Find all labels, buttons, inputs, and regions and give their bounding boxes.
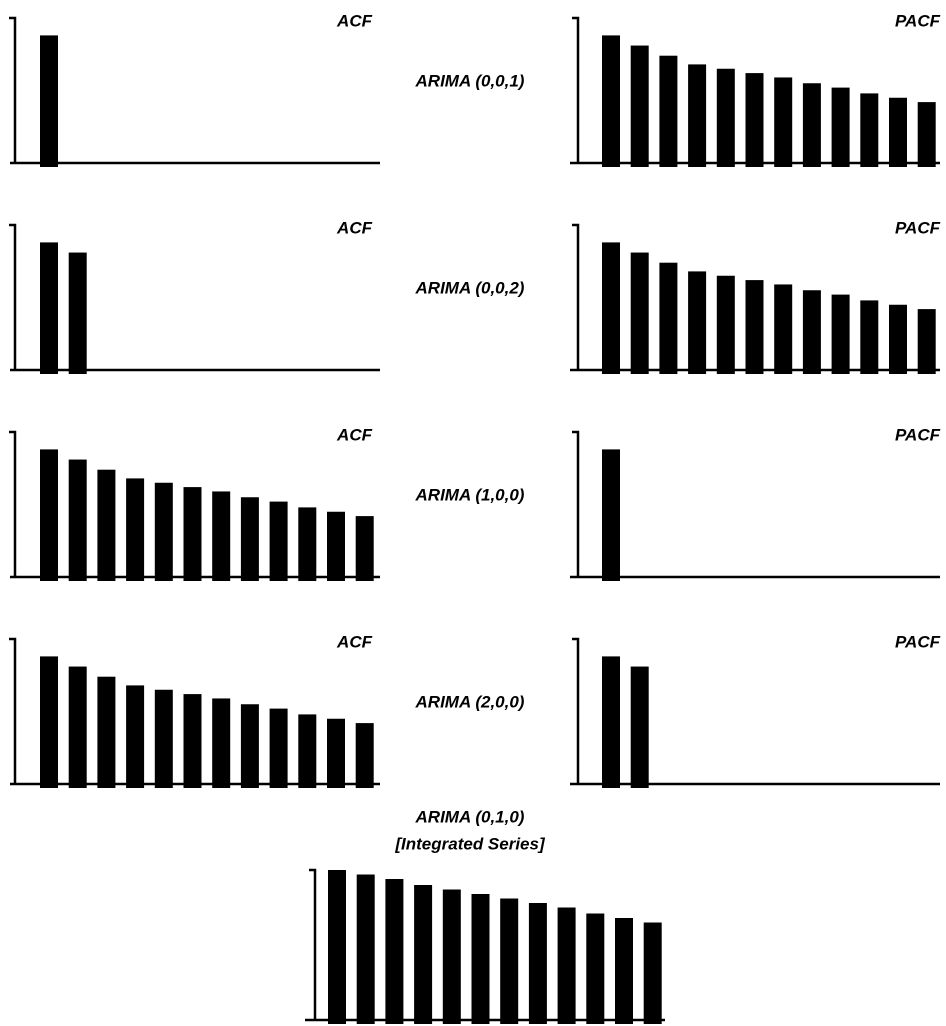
bar [831, 87, 850, 167]
bar [716, 275, 735, 374]
bar [328, 870, 346, 1024]
row-label: ARIMA (0,0,1) [415, 71, 525, 90]
chart-title: ACF [336, 218, 373, 237]
bar [240, 704, 259, 788]
bar [355, 516, 374, 581]
bar [356, 874, 375, 1024]
bar [183, 694, 202, 788]
bar [298, 507, 317, 581]
bar [774, 284, 793, 374]
bar [889, 304, 907, 374]
bar [97, 676, 116, 788]
bar [212, 491, 231, 581]
chart-title: PACF [895, 218, 941, 237]
bar [602, 242, 620, 374]
bar [831, 294, 850, 374]
bar [557, 907, 576, 1024]
bar [97, 469, 116, 581]
bar [630, 666, 649, 788]
bar [154, 689, 173, 788]
bar [269, 501, 288, 581]
bar [154, 482, 173, 581]
bar [68, 252, 87, 374]
bar [385, 879, 404, 1024]
chart-title: PACF [895, 632, 941, 651]
bar [528, 903, 547, 1024]
bar [40, 35, 58, 168]
bar [327, 718, 345, 788]
bar [615, 918, 633, 1024]
bar [126, 685, 145, 788]
bar [745, 73, 764, 167]
bar [745, 280, 764, 374]
chart-title: ACF [336, 632, 373, 651]
chart-title: ACF [336, 11, 373, 30]
bar [212, 698, 231, 788]
bar [183, 487, 202, 581]
bar [40, 242, 58, 374]
axis [570, 637, 940, 786]
bar [774, 77, 793, 167]
chart-title: PACF [895, 11, 941, 30]
bar [659, 262, 678, 374]
bar [442, 889, 461, 1024]
bar [471, 894, 490, 1024]
bar [889, 97, 907, 167]
bar [688, 271, 707, 374]
bar [126, 478, 145, 581]
chart-subtitle: [Integrated Series] [394, 834, 546, 853]
bar [860, 300, 879, 374]
row-label: ARIMA (1,0,0) [415, 485, 525, 504]
bar [602, 656, 620, 788]
row-label: ARIMA (2,0,0) [415, 692, 525, 711]
bar [355, 723, 374, 788]
bar [602, 35, 620, 168]
bar [68, 459, 87, 581]
bar [802, 290, 821, 374]
bar [240, 497, 259, 581]
bar [40, 449, 58, 581]
bar [327, 511, 345, 581]
bar [269, 708, 288, 788]
bar [643, 922, 662, 1024]
bar [298, 714, 317, 788]
bar [630, 45, 649, 167]
bar [688, 64, 707, 167]
bar [716, 68, 735, 167]
bar [630, 252, 649, 374]
bar [500, 898, 519, 1024]
row-label: ARIMA (0,0,2) [415, 278, 525, 297]
axis [9, 223, 380, 372]
bar [602, 449, 620, 581]
chart-title: ACF [336, 425, 373, 444]
axis [9, 16, 380, 165]
chart-title: ARIMA (0,1,0) [415, 807, 525, 826]
bar [860, 93, 879, 167]
bar [917, 309, 936, 374]
chart-title: PACF [895, 425, 941, 444]
bar [414, 885, 433, 1024]
bar [68, 666, 87, 788]
bar [659, 55, 678, 168]
bar [586, 913, 605, 1024]
bar [917, 102, 936, 167]
axis [570, 430, 940, 579]
bar [40, 656, 58, 788]
bar [802, 83, 821, 167]
